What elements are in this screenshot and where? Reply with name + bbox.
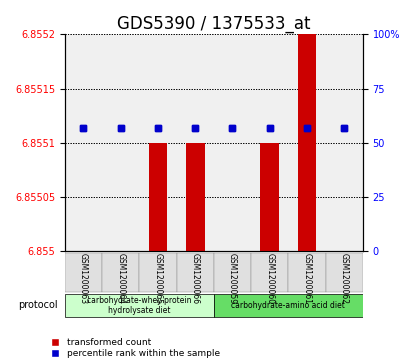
FancyBboxPatch shape bbox=[214, 253, 251, 292]
Bar bbox=[260, 143, 279, 251]
Bar bbox=[102, 34, 139, 251]
Bar bbox=[298, 34, 316, 251]
Text: GSM1200066: GSM1200066 bbox=[190, 253, 200, 304]
Bar bbox=[149, 143, 167, 251]
Bar bbox=[214, 34, 251, 251]
Text: GSM1200065: GSM1200065 bbox=[154, 253, 162, 304]
Bar bbox=[176, 34, 214, 251]
Text: GSM1200060: GSM1200060 bbox=[265, 253, 274, 304]
FancyBboxPatch shape bbox=[325, 253, 363, 292]
FancyBboxPatch shape bbox=[214, 294, 363, 317]
FancyBboxPatch shape bbox=[65, 253, 102, 292]
Bar bbox=[260, 143, 279, 251]
Text: GSM1200064: GSM1200064 bbox=[116, 253, 125, 304]
Text: carbohydrate-whey protein
hydrolysate diet: carbohydrate-whey protein hydrolysate di… bbox=[87, 296, 192, 315]
Title: GDS5390 / 1375533_at: GDS5390 / 1375533_at bbox=[117, 15, 310, 33]
FancyBboxPatch shape bbox=[251, 253, 288, 292]
Text: GSM1200063: GSM1200063 bbox=[79, 253, 88, 304]
Bar bbox=[186, 143, 205, 251]
Bar bbox=[149, 143, 167, 251]
Text: protocol: protocol bbox=[18, 301, 57, 310]
Text: GSM1200062: GSM1200062 bbox=[339, 253, 349, 304]
Bar bbox=[298, 34, 316, 251]
FancyBboxPatch shape bbox=[176, 253, 214, 292]
FancyBboxPatch shape bbox=[139, 253, 176, 292]
Bar bbox=[288, 34, 325, 251]
FancyBboxPatch shape bbox=[102, 253, 139, 292]
FancyBboxPatch shape bbox=[288, 253, 325, 292]
Bar bbox=[65, 34, 102, 251]
Text: GSM1200059: GSM1200059 bbox=[228, 253, 237, 304]
Bar bbox=[139, 34, 176, 251]
Text: GSM1200061: GSM1200061 bbox=[303, 253, 311, 304]
Bar bbox=[325, 34, 363, 251]
Text: carbohydrate-amino acid diet: carbohydrate-amino acid diet bbox=[231, 301, 345, 310]
FancyBboxPatch shape bbox=[65, 294, 214, 317]
Bar bbox=[251, 34, 288, 251]
Legend: transformed count, percentile rank within the sample: transformed count, percentile rank withi… bbox=[46, 338, 220, 359]
Bar bbox=[186, 143, 205, 251]
